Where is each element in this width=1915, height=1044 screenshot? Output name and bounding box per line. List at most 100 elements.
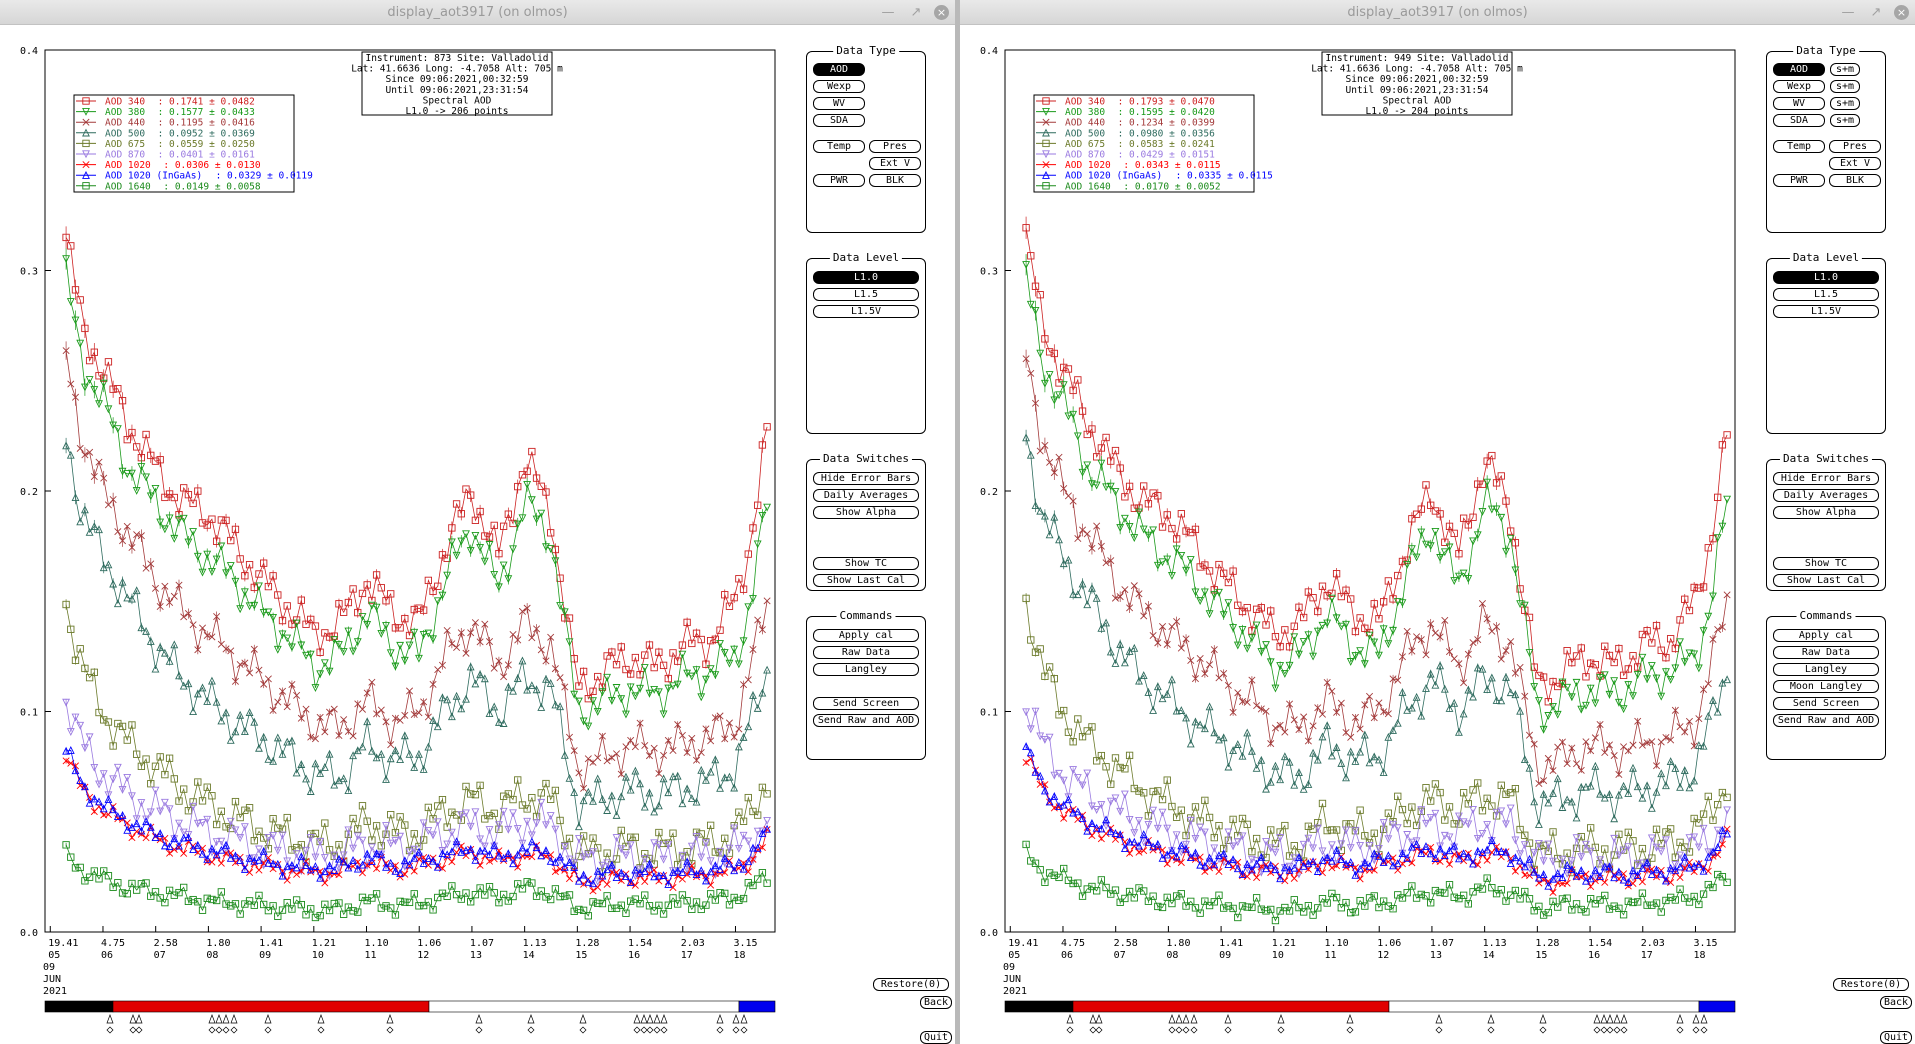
window-titlebar[interactable]: display_aot3917 (on olmos) — ↗ × bbox=[960, 0, 1915, 25]
data-point bbox=[1426, 849, 1435, 858]
data-point bbox=[702, 675, 710, 684]
series-aod-675 bbox=[62, 599, 771, 876]
moon-langley-button[interactable]: Moon Langley bbox=[1773, 680, 1879, 693]
data-point bbox=[1059, 381, 1068, 390]
data-type-sda-button[interactable]: SDA bbox=[813, 114, 865, 127]
sun-moon-toggle-button[interactable]: s+m bbox=[1830, 114, 1860, 127]
hide-error-bars-button[interactable]: Hide Error Bars bbox=[1773, 472, 1879, 485]
data-point bbox=[594, 899, 602, 907]
data-point bbox=[283, 634, 292, 643]
data-point bbox=[1403, 856, 1411, 864]
level-l15-button[interactable]: L1.5 bbox=[1773, 288, 1879, 301]
data-type-wv-button[interactable]: WV bbox=[1773, 97, 1825, 110]
close-icon[interactable]: × bbox=[934, 4, 949, 20]
data-point bbox=[655, 828, 663, 837]
data-point bbox=[1412, 510, 1421, 518]
data-point bbox=[1295, 603, 1303, 611]
pwr-button[interactable]: PWR bbox=[1773, 174, 1825, 187]
time-bar-segment[interactable] bbox=[738, 1000, 776, 1013]
sun-moon-toggle-button[interactable]: s+m bbox=[1830, 80, 1860, 93]
data-point bbox=[622, 909, 630, 917]
show-alpha-button[interactable]: Show Alpha bbox=[1773, 506, 1879, 519]
quit-button[interactable]: Quit bbox=[1880, 1031, 1912, 1044]
level-l15-button[interactable]: L1.5 bbox=[813, 288, 919, 301]
back-button[interactable]: Back bbox=[920, 996, 952, 1009]
blk-button[interactable]: BLK bbox=[869, 174, 921, 187]
restore-button[interactable]: Restore(0) bbox=[873, 978, 949, 991]
time-bar-segment[interactable] bbox=[428, 1000, 740, 1013]
send-raw-and-aod-button[interactable]: Send Raw and AOD bbox=[813, 714, 919, 727]
sun-moon-toggle-button[interactable]: s+m bbox=[1830, 97, 1860, 110]
temp-button[interactable]: Temp bbox=[813, 140, 865, 153]
maximize-icon[interactable]: ↗ bbox=[1870, 4, 1882, 20]
raw-data-button[interactable]: Raw Data bbox=[813, 646, 919, 659]
level-l15v-button[interactable]: L1.5V bbox=[813, 305, 919, 318]
calibration-marker-icon bbox=[1613, 1014, 1621, 1034]
sun-moon-toggle-button[interactable]: s+m bbox=[1830, 63, 1860, 76]
data-point bbox=[396, 868, 405, 877]
apply-cal-button[interactable]: Apply cal bbox=[1773, 629, 1879, 642]
restore-button[interactable]: Restore(0) bbox=[1833, 978, 1909, 991]
send-raw-and-aod-button[interactable]: Send Raw and AOD bbox=[1773, 714, 1879, 727]
aod-plot[interactable]: 0.00.10.20.30.419.41054.75062.58071.8008… bbox=[0, 24, 955, 1044]
time-bar-segment[interactable] bbox=[1004, 1000, 1074, 1013]
show-alpha-button[interactable]: Show Alpha bbox=[813, 506, 919, 519]
show-tc-button[interactable]: Show TC bbox=[813, 557, 919, 570]
quit-button[interactable]: Quit bbox=[920, 1031, 952, 1044]
apply-cal-button[interactable]: Apply cal bbox=[813, 629, 919, 642]
data-point bbox=[137, 762, 146, 770]
raw-data-button[interactable]: Raw Data bbox=[1773, 646, 1879, 659]
pres-button[interactable]: Pres bbox=[869, 140, 921, 153]
data-point bbox=[749, 807, 757, 816]
back-button[interactable]: Back bbox=[1880, 996, 1912, 1009]
level-l15v-button[interactable]: L1.5V bbox=[1773, 305, 1879, 318]
time-bar-segment[interactable] bbox=[1388, 1000, 1700, 1013]
data-type-sda-button[interactable]: SDA bbox=[1773, 114, 1825, 127]
time-bar-segment[interactable] bbox=[1698, 1000, 1736, 1013]
level-l10-button[interactable]: L1.0 bbox=[1773, 271, 1879, 284]
send-screen-button[interactable]: Send Screen bbox=[1773, 697, 1879, 710]
ext-v-button[interactable]: Ext V bbox=[1829, 157, 1881, 170]
pres-button[interactable]: Pres bbox=[1829, 140, 1881, 153]
blk-button[interactable]: BLK bbox=[1829, 174, 1881, 187]
data-point bbox=[76, 517, 85, 526]
time-bar-segment[interactable] bbox=[44, 1000, 114, 1013]
show-tc-button[interactable]: Show TC bbox=[1773, 557, 1879, 570]
data-point bbox=[1060, 484, 1068, 493]
show-last-cal-button[interactable]: Show Last Cal bbox=[1773, 574, 1879, 587]
data-point bbox=[1233, 838, 1242, 847]
data-point bbox=[1172, 831, 1181, 840]
data-type-aod-button[interactable]: AOD bbox=[813, 63, 865, 76]
window-titlebar[interactable]: display_aot3917 (on olmos) — ↗ × bbox=[0, 0, 955, 25]
hide-error-bars-button[interactable]: Hide Error Bars bbox=[813, 472, 919, 485]
data-type-wv-button[interactable]: WV bbox=[813, 97, 865, 110]
show-last-cal-button[interactable]: Show Last Cal bbox=[813, 574, 919, 587]
daily-averages-button[interactable]: Daily Averages bbox=[813, 489, 919, 502]
minimize-icon[interactable]: — bbox=[881, 4, 895, 20]
level-l10-button[interactable]: L1.0 bbox=[813, 271, 919, 284]
close-icon[interactable]: × bbox=[1894, 4, 1909, 20]
data-point bbox=[1469, 639, 1477, 647]
langley-button[interactable]: Langley bbox=[813, 663, 919, 676]
minimize-icon[interactable]: — bbox=[1841, 4, 1855, 20]
legend-item: AOD 1640: 0.0170 ± 0.0052 bbox=[1036, 181, 1221, 192]
data-type-aod-button[interactable]: AOD bbox=[1773, 63, 1825, 76]
aod-plot[interactable]: 0.00.10.20.30.419.41054.75062.58071.8008… bbox=[960, 24, 1915, 1044]
ext-v-button[interactable]: Ext V bbox=[869, 157, 921, 170]
data-point bbox=[1116, 763, 1124, 772]
time-bar-segment[interactable] bbox=[1072, 1000, 1390, 1013]
data-type-wexp-button[interactable]: Wexp bbox=[1773, 80, 1825, 93]
data-point bbox=[453, 643, 461, 651]
daily-averages-button[interactable]: Daily Averages bbox=[1773, 489, 1879, 502]
langley-button[interactable]: Langley bbox=[1773, 663, 1879, 676]
data-point bbox=[514, 636, 522, 644]
temp-button[interactable]: Temp bbox=[1773, 140, 1825, 153]
data-point bbox=[617, 826, 625, 835]
data-type-wexp-button[interactable]: Wexp bbox=[813, 80, 865, 93]
time-bar-segment[interactable] bbox=[112, 1000, 430, 1013]
maximize-icon[interactable]: ↗ bbox=[910, 4, 922, 20]
pwr-button[interactable]: PWR bbox=[813, 174, 865, 187]
data-point bbox=[1168, 571, 1176, 580]
send-screen-button[interactable]: Send Screen bbox=[813, 697, 919, 710]
data-point bbox=[147, 560, 155, 568]
